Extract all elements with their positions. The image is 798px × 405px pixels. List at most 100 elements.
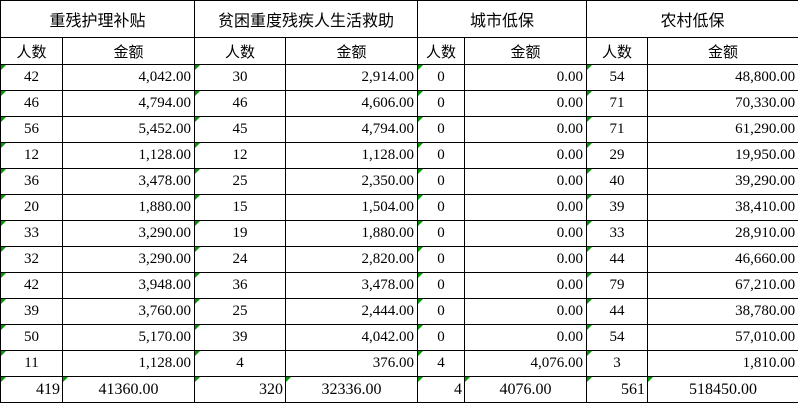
amount-cell[interactable]: 4,606.00 (285, 90, 419, 117)
amount-cell[interactable]: 1,504.00 (285, 194, 419, 221)
people-count-cell[interactable]: 50 (0, 324, 63, 351)
amount-cell[interactable]: 0.00 (464, 64, 588, 91)
amount-cell[interactable]: 518450.00 (647, 376, 798, 403)
people-count-cell[interactable]: 0 (417, 142, 466, 169)
group-header-rural-minimum-living-allowance[interactable]: 农村低保 (586, 0, 798, 38)
people-count-cell[interactable]: 39 (194, 324, 287, 351)
people-count-cell[interactable]: 0 (417, 272, 466, 299)
group-header-poor-severely-disabled-living-assistance[interactable]: 贫困重度残疾人生活救助 (194, 0, 419, 38)
people-count-cell[interactable]: 40 (586, 168, 649, 195)
people-count-cell[interactable]: 36 (0, 168, 63, 195)
people-count-cell[interactable]: 4 (194, 350, 287, 377)
people-column-header[interactable]: 人数 (0, 37, 63, 65)
amount-cell[interactable]: 0.00 (464, 142, 588, 169)
people-count-cell[interactable]: 33 (0, 220, 63, 247)
people-count-cell[interactable]: 0 (417, 64, 466, 91)
people-count-cell[interactable]: 42 (0, 64, 63, 91)
people-column-header[interactable]: 人数 (194, 37, 287, 65)
people-count-cell[interactable]: 4 (417, 376, 466, 403)
people-count-cell[interactable]: 0 (417, 298, 466, 325)
amount-cell[interactable]: 4,042.00 (285, 324, 419, 351)
people-count-cell[interactable]: 0 (417, 194, 466, 221)
amount-cell[interactable]: 38,410.00 (647, 194, 798, 221)
amount-cell[interactable]: 2,350.00 (285, 168, 419, 195)
people-count-cell[interactable]: 3 (586, 350, 649, 377)
amount-cell[interactable]: 2,914.00 (285, 64, 419, 91)
people-count-cell[interactable]: 320 (194, 376, 287, 403)
people-count-cell[interactable]: 44 (586, 298, 649, 325)
amount-cell[interactable]: 2,444.00 (285, 298, 419, 325)
people-count-cell[interactable]: 4 (417, 350, 466, 377)
people-count-cell[interactable]: 30 (194, 64, 287, 91)
people-count-cell[interactable]: 42 (0, 272, 63, 299)
amount-cell[interactable]: 1,880.00 (61, 194, 196, 221)
amount-cell[interactable]: 19,950.00 (647, 142, 798, 169)
amount-cell[interactable]: 38,780.00 (647, 298, 798, 325)
people-count-cell[interactable]: 44 (586, 246, 649, 273)
amount-cell[interactable]: 57,010.00 (647, 324, 798, 351)
amount-cell[interactable]: 67,210.00 (647, 272, 798, 299)
amount-cell[interactable]: 3,948.00 (61, 272, 196, 299)
people-count-cell[interactable]: 25 (194, 168, 287, 195)
amount-cell[interactable]: 28,910.00 (647, 220, 798, 247)
people-count-cell[interactable]: 45 (194, 116, 287, 143)
amount-cell[interactable]: 3,290.00 (61, 246, 196, 273)
people-count-cell[interactable]: 12 (0, 142, 63, 169)
people-count-cell[interactable]: 0 (417, 324, 466, 351)
amount-column-header[interactable]: 金额 (647, 37, 798, 65)
people-count-cell[interactable]: 0 (417, 246, 466, 273)
people-count-cell[interactable]: 561 (586, 376, 649, 403)
people-count-cell[interactable]: 19 (194, 220, 287, 247)
amount-cell[interactable]: 4,794.00 (285, 116, 419, 143)
people-count-cell[interactable]: 71 (586, 90, 649, 117)
people-count-cell[interactable]: 39 (586, 194, 649, 221)
people-count-cell[interactable]: 12 (194, 142, 287, 169)
amount-cell[interactable]: 0.00 (464, 168, 588, 195)
people-count-cell[interactable]: 36 (194, 272, 287, 299)
amount-cell[interactable]: 3,478.00 (61, 168, 196, 195)
amount-cell[interactable]: 4,042.00 (61, 64, 196, 91)
amount-cell[interactable]: 4,794.00 (61, 90, 196, 117)
amount-cell[interactable]: 46,660.00 (647, 246, 798, 273)
amount-column-header[interactable]: 金额 (285, 37, 419, 65)
amount-cell[interactable]: 4,076.00 (464, 350, 588, 377)
amount-cell[interactable]: 376.00 (285, 350, 419, 377)
amount-cell[interactable]: 0.00 (464, 116, 588, 143)
people-count-cell[interactable]: 46 (194, 90, 287, 117)
people-column-header[interactable]: 人数 (586, 37, 649, 65)
amount-cell[interactable]: 1,128.00 (285, 142, 419, 169)
amount-cell[interactable]: 39,290.00 (647, 168, 798, 195)
amount-cell[interactable]: 0.00 (464, 220, 588, 247)
amount-cell[interactable]: 4076.00 (464, 376, 588, 403)
amount-cell[interactable]: 1,128.00 (61, 350, 196, 377)
people-column-header[interactable]: 人数 (417, 37, 466, 65)
people-count-cell[interactable]: 15 (194, 194, 287, 221)
people-count-cell[interactable]: 24 (194, 246, 287, 273)
group-header-severe-disability-care-subsidy[interactable]: 重残护理补贴 (0, 0, 196, 38)
people-count-cell[interactable]: 32 (0, 246, 63, 273)
amount-cell[interactable]: 3,478.00 (285, 272, 419, 299)
amount-cell[interactable]: 2,820.00 (285, 246, 419, 273)
amount-cell[interactable]: 3,760.00 (61, 298, 196, 325)
people-count-cell[interactable]: 33 (586, 220, 649, 247)
amount-cell[interactable]: 5,452.00 (61, 116, 196, 143)
people-count-cell[interactable]: 11 (0, 350, 63, 377)
people-count-cell[interactable]: 0 (417, 90, 466, 117)
people-count-cell[interactable]: 0 (417, 168, 466, 195)
people-count-cell[interactable]: 29 (586, 142, 649, 169)
amount-cell[interactable]: 0.00 (464, 90, 588, 117)
people-count-cell[interactable]: 0 (417, 116, 466, 143)
amount-cell[interactable]: 48,800.00 (647, 64, 798, 91)
people-count-cell[interactable]: 39 (0, 298, 63, 325)
people-count-cell[interactable]: 46 (0, 90, 63, 117)
people-count-cell[interactable]: 20 (0, 194, 63, 221)
people-count-cell[interactable]: 54 (586, 324, 649, 351)
people-count-cell[interactable]: 54 (586, 64, 649, 91)
people-count-cell[interactable]: 71 (586, 116, 649, 143)
people-count-cell[interactable]: 56 (0, 116, 63, 143)
amount-cell[interactable]: 0.00 (464, 298, 588, 325)
amount-cell[interactable]: 1,810.00 (647, 350, 798, 377)
amount-cell[interactable]: 1,880.00 (285, 220, 419, 247)
amount-cell[interactable]: 0.00 (464, 246, 588, 273)
people-count-cell[interactable]: 25 (194, 298, 287, 325)
